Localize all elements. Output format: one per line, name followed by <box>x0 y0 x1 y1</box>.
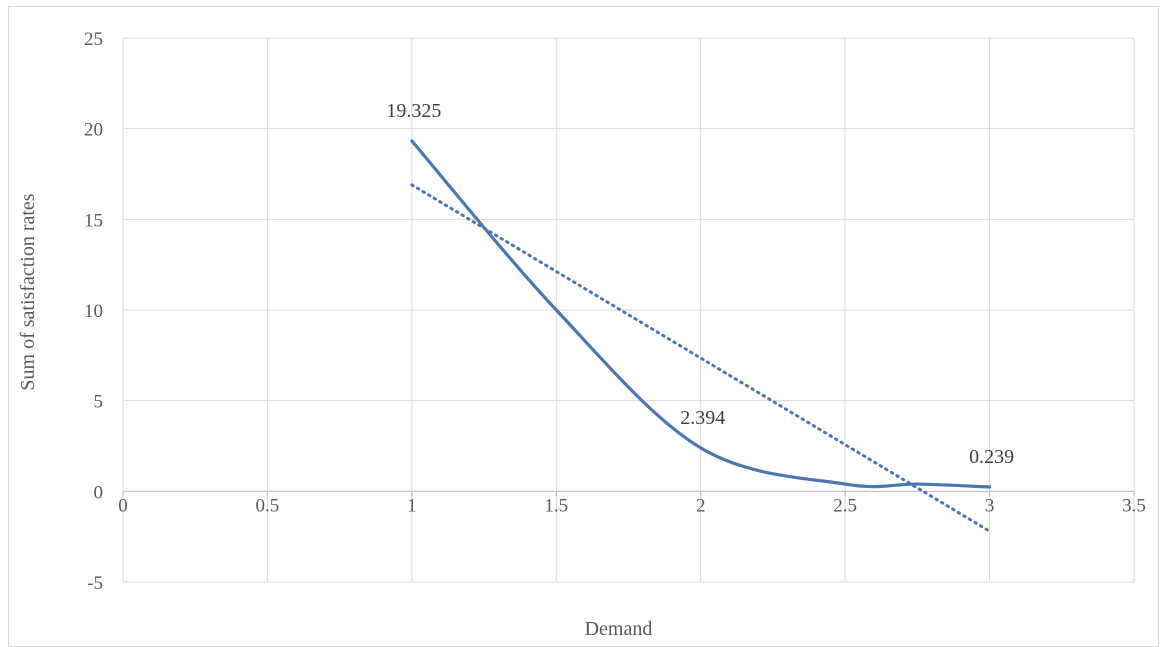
x-tick-label: 0 <box>118 495 128 516</box>
series-line <box>410 139 992 489</box>
x-tick-label: 2 <box>696 495 706 516</box>
data-labels: 19.325 2.394 0.239 <box>386 100 1014 468</box>
y-tick-label: -5 <box>87 573 103 594</box>
y-tick-label: 20 <box>84 120 103 141</box>
y-tick-label: 0 <box>94 482 104 503</box>
y-tick-label: 5 <box>94 392 104 413</box>
x-tick-label: 0.5 <box>256 495 280 516</box>
series-group <box>410 139 992 489</box>
chart-frame <box>8 6 1159 647</box>
data-label: 0.239 <box>969 446 1014 468</box>
x-axis-title: Demand <box>585 618 653 640</box>
x-tick-label: 3.5 <box>1122 495 1146 516</box>
x-tick-label: 3 <box>985 495 995 516</box>
tick-labels: -5 0 5 10 15 20 25 0 0.5 1 1.5 2 2.5 3 3.5 <box>84 29 1146 594</box>
x-tick-label: 2.5 <box>833 495 857 516</box>
trendline <box>410 183 992 533</box>
data-label: 2.394 <box>680 407 725 429</box>
y-tick-label: 25 <box>84 29 103 50</box>
x-tick-label: 1.5 <box>544 495 568 516</box>
x-tick-label: 1 <box>407 495 417 516</box>
trendline-group <box>410 183 992 533</box>
y-tick-label: 15 <box>84 210 103 231</box>
y-axis-title: Sum of satisfaction rates <box>17 193 39 390</box>
data-label: 19.325 <box>386 100 441 122</box>
y-tick-label: 10 <box>84 301 103 322</box>
